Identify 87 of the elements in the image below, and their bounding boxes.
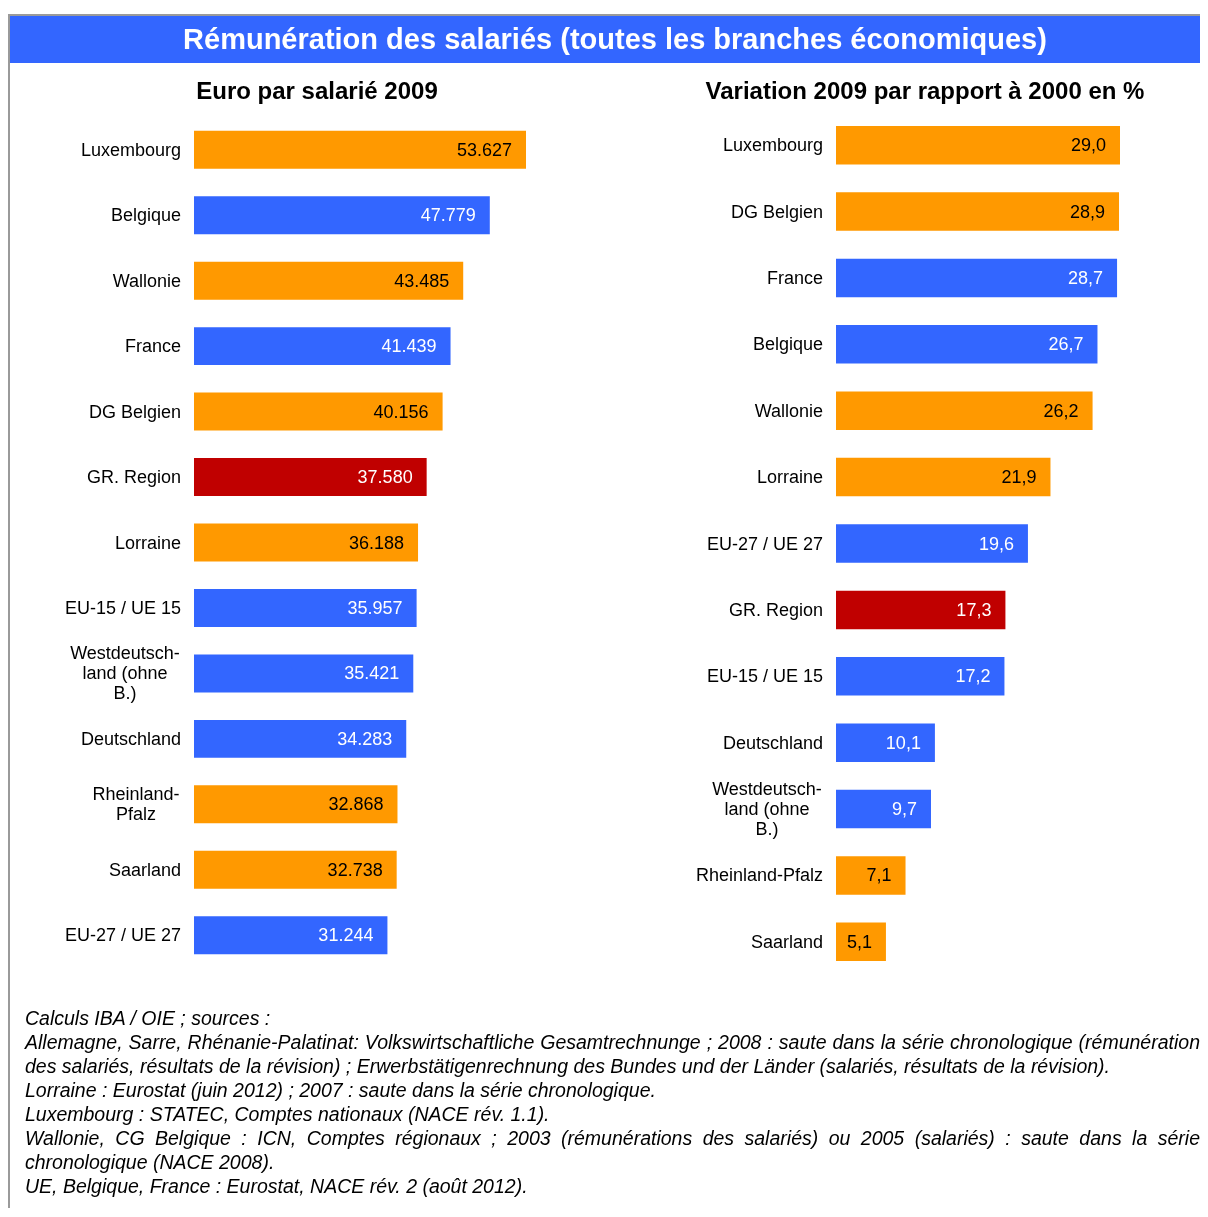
y-tick-label: Belgique <box>110 205 181 226</box>
bar <box>836 192 1120 231</box>
bar <box>194 785 398 824</box>
text: UE, Belgique, France : Eurostat, NACE rév. 2 (août 2012). <box>25 1174 529 1198</box>
data-label: 9,7 <box>891 799 917 820</box>
data-label: 28,9 <box>1069 201 1106 222</box>
y-tick-label: DG Belgien <box>88 401 181 422</box>
y-tick-label: GR. Region <box>728 599 823 620</box>
bar <box>194 916 388 955</box>
bar <box>194 130 526 169</box>
data-label: 43.485 <box>394 270 450 291</box>
bar <box>194 261 464 300</box>
data-label: 36.188 <box>348 532 405 553</box>
y-tick-label: Saarland <box>108 859 181 880</box>
data-label: 17,2 <box>955 666 991 687</box>
data-label: 53.627 <box>456 139 512 160</box>
bar <box>194 392 443 431</box>
text: Luxembourg : STATEC, Comptes nationaux (NACE rév. 1.1). <box>25 1102 551 1126</box>
bar <box>194 719 407 758</box>
y-tick-label: Westdeutsch- land (ohne B.) <box>712 779 822 840</box>
bar <box>836 657 1005 696</box>
y-tick-label: EU-27 / UE 27 <box>706 533 823 554</box>
data-label: 21,9 <box>1001 467 1037 488</box>
data-label: 29,0 <box>1070 135 1106 156</box>
data-label: 40.156 <box>373 401 429 422</box>
y-tick-label: Wallonie <box>754 400 823 421</box>
y-tick-label: Rheinland-Pfalz <box>695 865 823 886</box>
text: Rémunération des salariés (toutes les branches économiques) <box>183 23 1047 55</box>
data-label: 41.439 <box>381 336 437 357</box>
y-tick-label: Wallonie <box>112 270 181 291</box>
y-tick-label: EU-15 / UE 15 <box>64 597 181 618</box>
data-label: 19,6 <box>978 533 1014 554</box>
bar <box>836 723 935 762</box>
bar <box>836 524 1028 563</box>
data-label: 47.779 <box>420 205 476 226</box>
bar <box>836 391 1093 430</box>
y-tick-label: France <box>124 336 181 357</box>
data-label: 26,2 <box>1043 400 1079 421</box>
bar <box>194 588 417 627</box>
data-label: 17,3 <box>956 599 992 620</box>
text: Wallonie, CG Belgique : ICN, Comptes régionaux ; 2003 (rémunérations des salariés) ou 2005 (salariés) : saute dans la série chronologique (NACE 2008). <box>25 1126 1200 1174</box>
data-label: 31.244 <box>318 925 374 946</box>
y-tick-label: Luxembourg <box>722 135 823 156</box>
bar <box>194 523 419 562</box>
y-tick-label: EU-15 / UE 15 <box>706 666 823 687</box>
bar <box>194 654 414 693</box>
y-tick-label: Saarland <box>750 931 823 952</box>
text: Lorraine : Eurostat (juin 2012) ; 2007 : saute dans la série chronologique. <box>25 1078 657 1102</box>
text: Calculs IBA / OIE ; sources : <box>25 1006 272 1030</box>
data-label: 26,7 <box>1048 334 1084 355</box>
data-label: 10,1 <box>885 732 921 753</box>
bar <box>836 590 1006 630</box>
y-tick-label: GR. Region <box>86 467 181 488</box>
y-tick-label: France <box>766 267 823 288</box>
text: Allemagne, Sarre, Rhénanie-Palatinat: Volkswirtschaftliche Gesamtrechnunge ; 2008 : saute dans la série chronologique (rémunération des salariés, résultats de la révision) ; Erwerbstätigenrechnung des Bundes und der Länder (salariés, résultats de la révision). <box>25 1030 1200 1078</box>
data-label: 7,1 <box>866 865 892 886</box>
y-tick-label: Lorraine <box>756 467 823 488</box>
y-tick-label: Lorraine <box>114 532 181 553</box>
bar <box>194 458 427 497</box>
data-label: 37.580 <box>357 467 413 488</box>
y-tick-label: DG Belgien <box>730 201 823 222</box>
bar <box>836 856 906 895</box>
y-tick-label: Deutschland <box>80 728 181 749</box>
bar <box>194 196 490 235</box>
data-label: 35.957 <box>347 597 403 618</box>
y-tick-label: Westdeutsch- land (ohne B.) <box>70 643 180 704</box>
bar <box>836 325 1098 364</box>
chart-subtitle: Euro par salarié 2009 <box>196 76 438 104</box>
bar <box>194 850 397 889</box>
bar <box>836 258 1118 298</box>
data-label: 35.421 <box>344 663 400 684</box>
data-label: 34.283 <box>337 728 393 749</box>
y-tick-label: EU-27 / UE 27 <box>64 925 181 946</box>
data-label: 32.868 <box>328 794 384 815</box>
y-tick-label: Luxembourg <box>80 139 181 160</box>
data-label: 32.738 <box>327 859 383 880</box>
bar <box>836 457 1051 497</box>
bar <box>836 922 886 962</box>
chart-title: Variation 2009 par rapport à 2000 en % <box>705 76 1145 104</box>
y-tick-label: Rheinland- Pfalz <box>92 784 180 825</box>
bar <box>194 327 451 366</box>
bar <box>836 789 931 829</box>
data-label: 5,1 <box>846 931 872 952</box>
y-tick-label: Deutschland <box>722 732 823 753</box>
data-label: 28,7 <box>1068 267 1104 288</box>
y-tick-label: Belgique <box>752 334 823 355</box>
bar <box>836 125 1120 165</box>
